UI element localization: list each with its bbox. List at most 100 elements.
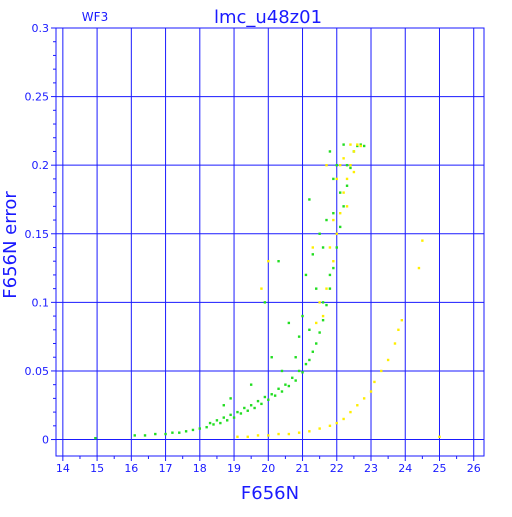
green-point [325, 218, 328, 222]
green-point [277, 260, 280, 263]
yellow-point [256, 434, 260, 437]
yellow-point [373, 380, 376, 384]
y-tick-label: 0.3 [32, 22, 50, 35]
green-point [205, 425, 208, 429]
green-point [263, 301, 267, 304]
yellow-point [359, 144, 362, 148]
yellow-point [342, 191, 345, 194]
yellow-point [421, 239, 424, 242]
yellow-point [287, 432, 291, 436]
yellow-point [438, 435, 441, 438]
green-point [273, 394, 277, 397]
green-point [280, 369, 284, 373]
data-points [94, 143, 441, 440]
x-tick-label: 18 [193, 462, 207, 475]
green-point [171, 431, 174, 434]
green-point [229, 413, 232, 417]
yellow-point [315, 321, 318, 325]
green-point [301, 314, 304, 318]
green-point [249, 383, 253, 386]
green-point [325, 303, 328, 307]
yellow-point [342, 417, 345, 421]
y-tick-label: 0.25 [25, 91, 50, 104]
yellow-point [311, 246, 314, 249]
y-tick-label: 0 [42, 434, 49, 447]
green-point [280, 390, 284, 393]
yellow-point [380, 369, 383, 373]
green-point [338, 225, 342, 229]
green-point [297, 369, 301, 373]
yellow-point [349, 163, 352, 167]
green-point [345, 184, 349, 187]
green-point [270, 393, 273, 396]
green-point [335, 246, 338, 249]
yellow-point [356, 143, 359, 146]
corner-label: WF3 [82, 10, 108, 24]
green-point [256, 399, 260, 403]
green-point [249, 404, 253, 407]
green-point [267, 398, 270, 401]
yellow-point [335, 421, 338, 425]
yellow-point [386, 358, 390, 362]
yellow-point [335, 177, 338, 181]
green-point [304, 362, 308, 366]
green-point [246, 409, 249, 412]
yellow-point [308, 430, 311, 433]
green-point [284, 383, 287, 386]
green-point [222, 416, 225, 419]
yellow-point [325, 163, 328, 167]
x-tick-label: 24 [398, 462, 412, 475]
x-tick-label: 15 [90, 462, 104, 475]
green-point [243, 406, 246, 410]
x-tick-label: 26 [467, 462, 481, 475]
green-point [208, 421, 212, 425]
green-point [184, 430, 188, 433]
green-point [229, 397, 232, 400]
yellow-point [277, 432, 280, 436]
green-point [356, 144, 359, 148]
yellow-point [328, 246, 332, 249]
y-axis-title: F656N error [0, 191, 21, 299]
green-point [294, 379, 297, 382]
green-point [236, 410, 239, 414]
green-point [178, 431, 181, 434]
green-point [362, 144, 366, 148]
x-axis-title: F656N [241, 483, 299, 504]
green-point [301, 371, 304, 374]
green-point [164, 432, 167, 436]
green-point [239, 412, 243, 415]
yellow-point [345, 177, 349, 181]
y-tick-label: 0.05 [25, 365, 50, 378]
green-point [260, 402, 263, 406]
yellow-point [417, 266, 421, 270]
yellow-point [356, 404, 359, 407]
yellow-point [335, 232, 338, 235]
green-point [154, 432, 157, 436]
green-point [291, 376, 294, 380]
x-tick-label: 14 [56, 462, 70, 475]
green-point [318, 232, 321, 235]
x-tick-label: 19 [227, 462, 241, 475]
green-point [342, 143, 345, 146]
green-point [253, 406, 256, 410]
x-tick-label: 16 [124, 462, 138, 475]
yellow-point [325, 287, 328, 290]
green-point [215, 419, 219, 422]
green-point [94, 436, 97, 440]
x-tick-label: 17 [159, 462, 173, 475]
green-point [219, 421, 222, 425]
x-tick-label: 20 [261, 462, 275, 475]
yellow-point [246, 435, 249, 438]
green-point [328, 273, 332, 277]
yellow-point [297, 431, 301, 434]
green-point [315, 287, 318, 290]
yellow-point [352, 170, 356, 174]
yellow-point [260, 287, 263, 290]
green-point [222, 404, 225, 407]
yellow-point [338, 211, 342, 215]
green-point [263, 395, 267, 399]
x-tick-label: 21 [296, 462, 310, 475]
yellow-point [267, 260, 270, 263]
